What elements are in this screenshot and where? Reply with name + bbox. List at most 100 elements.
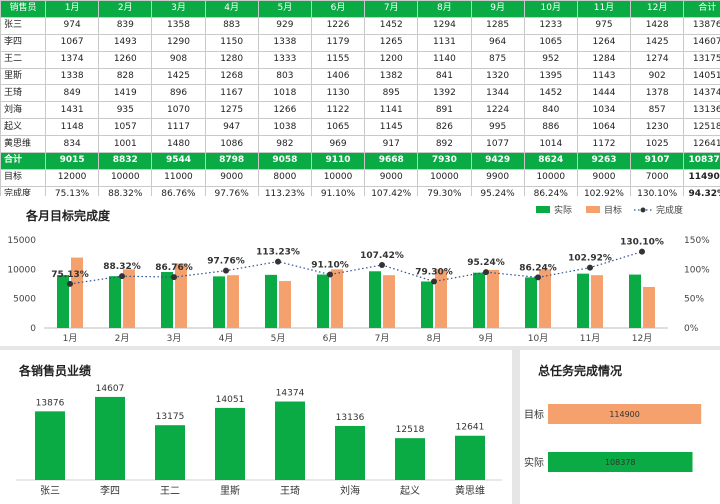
rate-point: [119, 273, 125, 280]
bar-actual: [213, 276, 225, 328]
table-cell: 1001: [98, 135, 153, 154]
bar-actual: [265, 274, 277, 328]
table-row: 黄思维 834 1001 1480 1086 982 969 917 892 1077 1014 11…: [0, 135, 720, 154]
row-label: 王二: [0, 50, 46, 69]
table-row: 里斯 1338 828 1425 1268 803 1406 1382 841 1320 1395 1…: [0, 67, 720, 86]
table-cell: 917: [364, 135, 419, 154]
salesperson-name-label: 刘海: [340, 484, 360, 497]
table-cell: 947: [204, 118, 259, 137]
y2-tick-label: 0%: [684, 324, 699, 334]
bar-target: [123, 269, 135, 328]
table-cell: 969: [310, 135, 366, 154]
table-cell: 1285: [470, 16, 525, 35]
table-cell: 828: [98, 67, 153, 86]
table-cell: 9000: [364, 168, 419, 187]
table-cell: 1268: [204, 67, 259, 86]
table-cell: 1452: [523, 84, 578, 103]
table-cell: 995: [470, 118, 525, 137]
table-cell: 1265: [364, 33, 419, 52]
rate-data-label: 107.42%: [360, 251, 404, 261]
table-cell: 1425: [151, 67, 206, 86]
bar-target: [227, 275, 239, 328]
table-cell: 1280: [204, 50, 259, 69]
salesperson-name-label: 黄思维: [455, 484, 485, 497]
table-cell: 1444: [576, 84, 632, 103]
x-tick-label: 3月: [167, 333, 182, 344]
total-value-label: 114900: [609, 410, 640, 419]
y-tick-label: 15000: [7, 236, 36, 246]
salesperson-chart: 13876 张三 14607 李四 13175 王二 14051 里斯 14374 王琦 13136…: [16, 384, 502, 497]
legend-actual-label: 实际: [554, 204, 572, 216]
table-cell: 1230: [630, 118, 685, 137]
table-row: 合计 9015 8832 9544 8798 9058 9110 9668 7930 9429 86…: [0, 152, 720, 170]
salesperson-value-label: 12518: [396, 425, 425, 435]
table-cell: 892: [417, 135, 472, 154]
row-label: 张三: [0, 16, 46, 35]
x-tick-label: 7月: [375, 333, 390, 344]
bar-actual: [161, 272, 173, 328]
x-tick-label: 12月: [632, 333, 652, 344]
table-cell: 1260: [98, 50, 153, 69]
table-row: 李四 1067 1493 1290 1150 1338 1179 1265 1131 964 106…: [0, 33, 720, 52]
y-tick-label: 0: [30, 324, 36, 334]
table-cell: 841: [417, 67, 472, 86]
table-cell: 14374: [683, 84, 720, 103]
row-label: 合计: [0, 152, 46, 170]
x-tick-label: 11月: [580, 333, 600, 344]
salesperson-value-label: 12641: [456, 423, 485, 433]
table-cell: 1034: [576, 101, 632, 120]
bar-target: [487, 269, 499, 328]
table-cell: 803: [257, 67, 312, 86]
table-cell: 834: [44, 135, 100, 154]
rate-data-label: 88.32%: [103, 262, 141, 272]
salesperson-bar: [395, 438, 425, 480]
table-cell: 849: [44, 84, 100, 103]
salesperson-name-label: 起义: [400, 485, 420, 497]
table-cell: 1224: [470, 101, 525, 120]
legend-target-label: 目标: [604, 204, 622, 216]
table-cell: 114900: [683, 168, 720, 187]
table-cell: 886: [523, 118, 578, 137]
total-bar: [548, 452, 693, 472]
table-cell: 9000: [204, 168, 259, 187]
bar-actual: [57, 275, 69, 328]
table-row: 张三 974 839 1358 883 929 1226 1452 1294 1285 1233 97…: [0, 16, 720, 35]
y2-tick-label: 100%: [684, 265, 710, 275]
table-cell: 108378: [683, 152, 720, 170]
salesperson-chart-panel: 各销售员业绩 13876 张三 14607 李四 13175 王二 14051 里斯 14374…: [0, 350, 512, 504]
table-cell: 1172: [576, 135, 632, 154]
table-cell: 1131: [417, 33, 472, 52]
table-cell: 9544: [151, 152, 206, 170]
bar-target: [331, 269, 343, 328]
table-cell: 1374: [44, 50, 100, 69]
x-tick-label: 6月: [323, 333, 338, 344]
table-cell: 826: [417, 118, 472, 137]
bar-target: [435, 269, 447, 328]
x-tick-label: 9月: [479, 333, 494, 344]
bar-actual: [473, 272, 485, 328]
rate-data-label: 102.92%: [568, 254, 612, 264]
salesperson-bar: [455, 435, 485, 480]
bar-actual: [421, 281, 433, 328]
row-label: 王琦: [0, 84, 46, 103]
table-cell: 1038: [257, 118, 312, 137]
table-cell: 1378: [630, 84, 685, 103]
table-cell: 1284: [576, 50, 632, 69]
table-cell: 10000: [417, 168, 472, 187]
table-header-cell: 10月: [523, 0, 578, 18]
sales-table: 销售员 1月 2月 3月 4月 5月 6月 7月 8月 9月 10月 11月 12月 合计 张三 974 83…: [0, 0, 720, 204]
monthly-chart-title: 各月目标完成度: [26, 209, 111, 223]
table-cell: 1226: [310, 16, 366, 35]
bar-actual: [109, 276, 121, 328]
salesperson-bar: [215, 407, 245, 480]
table-cell: 1425: [630, 33, 685, 52]
table-cell: 11000: [151, 168, 206, 187]
salesperson-bar: [155, 425, 185, 480]
y2-tick-label: 50%: [684, 295, 704, 305]
table-cell: 12518: [683, 118, 720, 137]
table-cell: 14607: [683, 33, 720, 52]
rate-point: [587, 264, 593, 271]
table-cell: 7930: [417, 152, 472, 170]
table-header-cell: 9月: [470, 0, 525, 18]
salesperson-value-label: 14051: [216, 395, 245, 405]
